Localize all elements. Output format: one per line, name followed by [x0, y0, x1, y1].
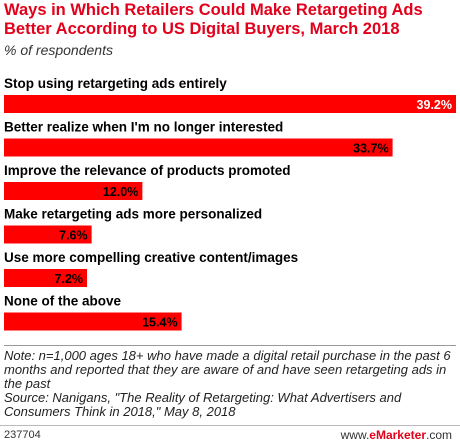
value-label: 7.6%: [59, 229, 88, 243]
brand-prefix: www.: [340, 428, 370, 442]
category-label: Stop using retargeting ads entirely: [4, 76, 227, 91]
note-text: Note: n=1,000 ages 18+ who have made a d…: [4, 348, 451, 391]
category-label: Improve the relevance of products promot…: [4, 163, 291, 178]
category-label: None of the above: [4, 294, 122, 309]
bar-chart: Stop using retargeting ads entirely 39.2%…: [4, 76, 456, 331]
category-label: Use more compelling creative content/ima…: [4, 250, 298, 265]
chart-subtitle: % of respondents: [4, 42, 113, 58]
brand-suffix: .com: [425, 428, 452, 442]
chart-id: 237704: [4, 429, 41, 441]
bar: [4, 269, 88, 287]
value-label: 15.4%: [142, 316, 177, 330]
footnote: Note: n=1,000 ages 18+ who have made a d…: [4, 349, 456, 419]
bar: [4, 138, 393, 157]
value-label: 39.2%: [417, 98, 452, 112]
value-label: 33.7%: [353, 142, 388, 156]
value-label: 7.2%: [55, 272, 84, 286]
chart-title: Ways in Which Retailers Could Make Retar…: [4, 1, 423, 38]
category-label: Better realize when I'm no longer intere…: [4, 120, 283, 135]
footer-divider: [4, 345, 456, 346]
brand-logo: www.eMarketer.com: [341, 428, 452, 442]
bar: [4, 95, 456, 113]
brand-name: eMarketer: [369, 428, 426, 442]
bar: [4, 312, 182, 331]
bottom-bar: 237704 www.eMarketer.com: [0, 425, 460, 444]
source-text: Source: Nanigans, "The Reality of Retarg…: [4, 390, 402, 419]
bar: [4, 182, 143, 200]
bar: [4, 225, 92, 244]
category-label: Make retargeting ads more personalized: [4, 207, 262, 222]
value-label: 12.0%: [103, 185, 138, 199]
